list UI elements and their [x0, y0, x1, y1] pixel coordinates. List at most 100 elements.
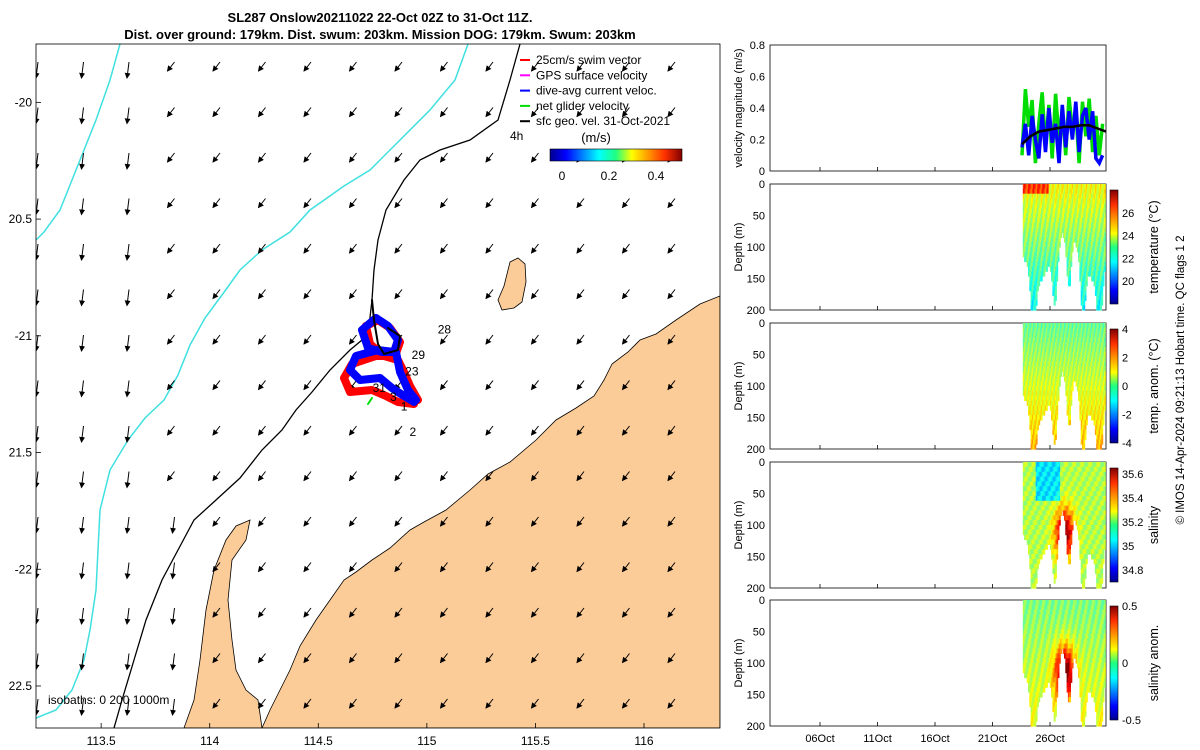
heatmap-cell	[1066, 525, 1069, 531]
heatmap-cell	[1066, 352, 1069, 358]
heatmap-cell	[1044, 486, 1047, 492]
heatmap-cell	[1087, 327, 1090, 334]
heatmap-cell	[1042, 410, 1044, 416]
heatmap-cell	[1049, 648, 1052, 654]
heatmap-cell	[1031, 629, 1034, 635]
heatmap-cell	[1024, 376, 1026, 382]
heatmap-cell	[1078, 658, 1080, 664]
heatmap-cell	[1078, 232, 1080, 238]
heatmap-cell	[1064, 609, 1066, 616]
heatmap-cell	[1058, 486, 1061, 492]
heatmap-cell	[1080, 419, 1083, 426]
heatmap-cell	[1101, 419, 1104, 426]
heatmap-cell	[1076, 242, 1079, 248]
heatmap-cell	[1051, 400, 1053, 406]
heatmap-cell	[1038, 619, 1041, 625]
heatmap-cell	[1052, 251, 1055, 258]
heatmap-cell	[1083, 208, 1086, 214]
heatmap-cell	[1051, 198, 1053, 204]
geo-vel-arrow	[439, 653, 448, 664]
heatmap-cell	[1040, 658, 1043, 664]
heatmap-cell	[1083, 554, 1086, 560]
heatmap-cell	[1096, 444, 1099, 450]
heatmap-cell	[1034, 295, 1037, 301]
heatmap-cell	[1067, 539, 1070, 545]
heatmap-cell	[1057, 624, 1060, 630]
heatmap-cell	[1031, 643, 1034, 649]
heatmap-cell	[1093, 198, 1096, 204]
heatmap-cell	[1093, 400, 1096, 406]
heatmap-cell	[1078, 227, 1080, 233]
heatmap-cell	[1069, 643, 1071, 649]
heatmap-cell	[1048, 658, 1051, 664]
heatmap-cell	[1024, 395, 1026, 402]
heatmap-cell	[1101, 352, 1104, 358]
heatmap-cell	[1026, 347, 1029, 353]
heatmap-cell	[1065, 352, 1068, 358]
heatmap-cell	[1069, 332, 1071, 339]
heatmap-cell	[1030, 633, 1033, 640]
heatmap-cell	[1100, 342, 1102, 348]
heatmap-cell	[1049, 658, 1052, 664]
heatmap-cell	[1080, 193, 1083, 200]
heatmap-cell	[1083, 663, 1086, 669]
heatmap-cell	[1026, 481, 1029, 487]
heatmap-cell	[1088, 271, 1091, 277]
heatmap-cell	[1057, 237, 1060, 243]
heatmap-cell	[1062, 471, 1065, 478]
heatmap-cell	[1082, 276, 1084, 282]
heatmap-cell	[1051, 390, 1053, 397]
heatmap-cell	[1029, 227, 1032, 233]
heatmap-cell	[1024, 381, 1026, 387]
geo-vel-arrow	[212, 471, 221, 482]
heatmap-cell	[1030, 410, 1033, 416]
heatmap-cell	[1040, 491, 1043, 497]
heatmap-cell	[1030, 711, 1033, 717]
heatmap-cell	[1048, 337, 1051, 343]
heatmap-cell	[1096, 400, 1099, 406]
heatmap-cell	[1049, 510, 1052, 516]
heatmap-cell	[1042, 266, 1044, 272]
heatmap-cell	[1069, 495, 1071, 502]
heatmap-cell	[1042, 184, 1044, 190]
heatmap-cell	[1092, 471, 1095, 478]
heatmap-cell	[1065, 466, 1068, 473]
heatmap-cell	[1044, 381, 1047, 387]
colorbar-tick-label: 2	[1122, 353, 1128, 365]
heatmap-cell	[1096, 495, 1099, 502]
heatmap-cell	[1067, 658, 1070, 664]
heatmap-cell	[1076, 495, 1079, 502]
heatmap-cell	[1037, 184, 1039, 190]
heatmap-cell	[1031, 466, 1034, 473]
geo-vel-arrow	[576, 562, 585, 573]
heatmap-cell	[1083, 395, 1086, 402]
heatmap-cell	[1060, 604, 1062, 611]
heatmap-cell	[1025, 347, 1028, 353]
heatmap-cell	[1061, 227, 1064, 233]
heatmap-cell	[1024, 510, 1026, 516]
geo-vel-arrow	[394, 61, 403, 72]
heatmap-cell	[1075, 510, 1078, 516]
heatmap-cell	[1084, 405, 1087, 411]
heatmap-cell	[1073, 193, 1075, 200]
heatmap-cell	[1103, 237, 1106, 243]
geo-vel-arrow	[621, 425, 630, 436]
heatmap-cell	[1082, 395, 1084, 402]
heatmap-cell	[1022, 462, 1025, 468]
heatmap-cell	[1040, 515, 1043, 521]
heatmap-cell	[1035, 677, 1038, 683]
heatmap-cell	[1025, 629, 1028, 635]
heatmap-cell	[1076, 323, 1079, 329]
heatmap-cell	[1037, 619, 1039, 625]
heatmap-cell	[1067, 381, 1070, 387]
heatmap-cell	[1037, 371, 1039, 377]
depth-tick-label: 0	[759, 318, 765, 330]
heatmap-cell	[1067, 682, 1070, 688]
heatmap-cell	[1037, 505, 1039, 511]
heatmap-cell	[1025, 491, 1028, 497]
heatmap-cell	[1094, 285, 1097, 292]
heatmap-cell	[1038, 415, 1041, 421]
heatmap-cell	[1053, 188, 1056, 195]
heatmap-cell	[1088, 251, 1091, 258]
heatmap-cell	[1034, 600, 1037, 606]
